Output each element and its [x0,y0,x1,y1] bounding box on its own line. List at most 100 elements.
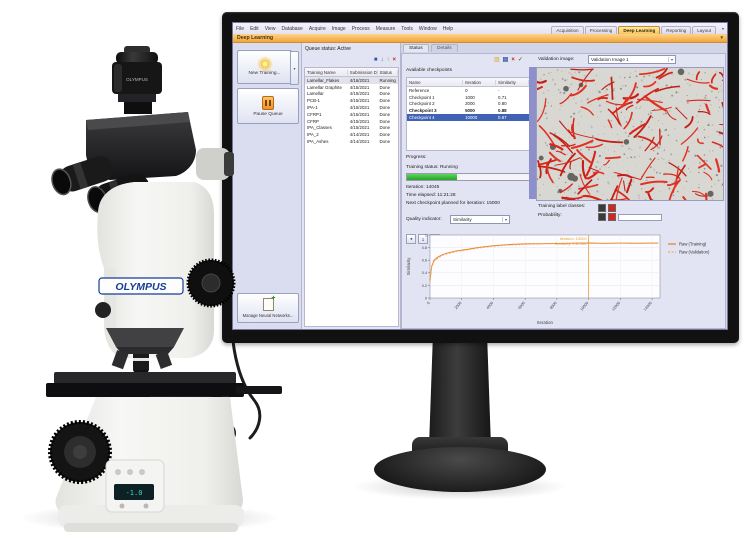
manage-networks-button[interactable]: Manage Neural Networks... [237,293,299,323]
pause-queue-button[interactable]: Pause Queue [237,88,299,124]
svg-text:Iteration: Iteration [537,320,553,325]
queue-rows: Lamellar_Flakes 4/16/2021 Running Lamell… [305,77,398,145]
content-area: New Training... ▾ Pause Queue Manage Neu… [233,43,727,329]
col-name[interactable]: Name [407,79,464,85]
flake-probability-swatch[interactable] [608,213,616,221]
svg-text:10000: 10000 [580,301,590,312]
col-submission-date[interactable]: Submission Date [349,69,378,75]
new-training-icon [259,58,270,69]
ribbon-collapse-icon[interactable]: ▾ [720,35,723,41]
queue-row[interactable]: IPA_2 4/14/2021 Done [307,132,391,138]
checkpoint-row[interactable]: Checkpoint 1 1000 0.71 [409,94,507,100]
export-checkpoint-icon[interactable]: ▥ [494,57,500,63]
save-checkpoint-icon[interactable]: ▤ [502,57,509,63]
quality-indicator-label: Quality indicator: [406,217,442,222]
validation-strip [529,67,536,199]
tab-status[interactable]: Status [403,44,429,52]
svg-text:6000: 6000 [517,301,525,310]
svg-text:0.4: 0.4 [422,271,427,275]
checkpoints-title: Available checkpoints [406,68,453,73]
validation-image-value: Validation Image 1 [591,57,629,62]
delete-checkpoint-icon[interactable]: × [511,57,515,63]
upper-right-knob [186,258,236,308]
queue-row[interactable]: Lamellar_Flakes 4/16/2021 Running [305,77,398,84]
time-elapsed-text: Time elapsed: 11:21:28 [406,193,456,198]
queue-toolbar: ■ ↓ ↑ × [374,57,396,63]
chevron-down-icon: ▾ [501,217,507,222]
status-body: Available checkpoints ▥ ▤ × ✓ Name Itera… [401,53,726,329]
queue-row[interactable]: Lamellar Graphite 4/15/2021 Done [307,84,391,90]
menu-item[interactable]: Edit [250,25,259,32]
olympus-badge: OLYMPUS [98,277,184,295]
menu-item[interactable]: File [236,25,245,32]
svg-text:0.2: 0.2 [422,284,427,288]
checkpoint-row[interactable]: Reference 0 - [409,87,500,93]
nav-prev-button[interactable]: ◂ [406,234,416,244]
queue-row[interactable]: CFRP1 4/15/2021 Done [307,111,391,117]
menu-item[interactable]: View [264,25,276,32]
checkpoints-table-header: Name Iteration Similarity [407,78,529,87]
menu-item[interactable]: Tools [401,25,413,32]
background-probability-swatch[interactable] [598,213,606,221]
checkpoint-row[interactable]: Checkpoint 4 10000 0.87 [407,114,529,121]
iteration-text: Iteration: 14045 [406,185,440,190]
background-class-swatch[interactable] [598,204,606,212]
microscope-illustration: OLYMPUS [46,46,282,532]
menu-item[interactable]: Process [351,25,370,32]
training-status-text: Training status: Running [406,165,458,170]
new-training-label: New Training... [248,70,281,76]
probability-slider[interactable] [618,213,662,221]
move-down-icon[interactable]: ↓ [380,57,384,63]
validation-image-dropdown[interactable]: Validation Image 1 ▾ [588,55,676,64]
col-iteration[interactable]: Iteration [463,79,497,85]
menu-items: File Edit View Database Acquire Image Process M… [233,26,456,32]
manage-networks-label: Manage Neural Networks... [242,313,294,318]
flake-class-swatch[interactable] [608,204,616,212]
queue-row[interactable]: CFRP 4/15/2021 Done [307,118,391,124]
queue-table-header: Training Name Submission Date Status [305,68,398,77]
validation-image-label: Validation image: [538,57,575,62]
validation-image-viewer [536,67,724,201]
workspace-tab[interactable]: Layout [692,26,716,34]
checkpoint-row[interactable]: Checkpoint 2 2000 0.80 [409,101,507,107]
tab-details[interactable]: Details [431,44,458,52]
menu-item[interactable]: Window [418,25,437,32]
apply-checkpoint-icon[interactable]: ✓ [517,57,523,63]
menu-item[interactable]: Acquire [308,25,326,32]
checkpoint-row[interactable]: Checkpoint 3 5000 0.88 [409,108,507,114]
menu-item[interactable]: Help [442,25,453,32]
queue-row[interactable]: Lamellar 4/15/2021 Done [307,91,391,97]
move-up-icon[interactable]: ↑ [386,57,390,63]
svg-text:2000: 2000 [454,301,462,310]
nav-index-button[interactable]: 1 [418,234,428,244]
svg-text:4000: 4000 [486,301,494,310]
workspace-tab[interactable]: Reporting [661,26,692,34]
new-training-dropdown-icon[interactable]: ▾ [290,51,299,85]
queue-row[interactable]: PCB-1 4/15/2021 Done [307,98,391,104]
workspace-tab[interactable]: Deep Learning [618,26,661,34]
col-status[interactable]: Status [378,69,398,75]
software-window: File Edit View Database Acquire Image Process M… [232,22,728,330]
queue-row[interactable]: IPA_Classes 4/15/2021 Done [307,125,391,131]
workspace-tab[interactable]: Processing [584,26,618,34]
svg-text:-1.0: -1.0 [126,489,143,497]
col-similarity[interactable]: Similarity [496,79,529,85]
queue-row[interactable]: IPA_Ashes 4/14/2021 Done [307,139,391,145]
delete-queue-item-icon[interactable]: × [392,57,396,63]
stop-training-icon[interactable]: ■ [373,57,378,63]
quality-indicator-dropdown[interactable]: Similarity ▾ [450,215,510,224]
training-chart: 0 0.2 0.4 0.6 0.8 1 0 2000 4000 6000 8000 10000 1200… [404,230,726,328]
menu-item[interactable]: Measure [375,25,396,32]
focus-display [114,484,154,500]
menu-item[interactable]: Database [281,25,303,32]
chevron-down-icon: ▾ [667,57,673,62]
tabs-overflow-caret-icon[interactable]: ▾ [721,26,724,31]
training-progress-fill [407,174,458,180]
workspace-tab[interactable]: Acquisition [551,26,584,34]
pause-icon [262,95,274,110]
menu-item[interactable]: Image [331,25,346,32]
col-training-name[interactable]: Training Name [305,69,348,75]
new-training-button[interactable]: New Training... ▾ [237,50,299,85]
label-class-swatches [598,204,616,212]
queue-row[interactable]: IPA-1 4/15/2021 Done [307,105,391,111]
